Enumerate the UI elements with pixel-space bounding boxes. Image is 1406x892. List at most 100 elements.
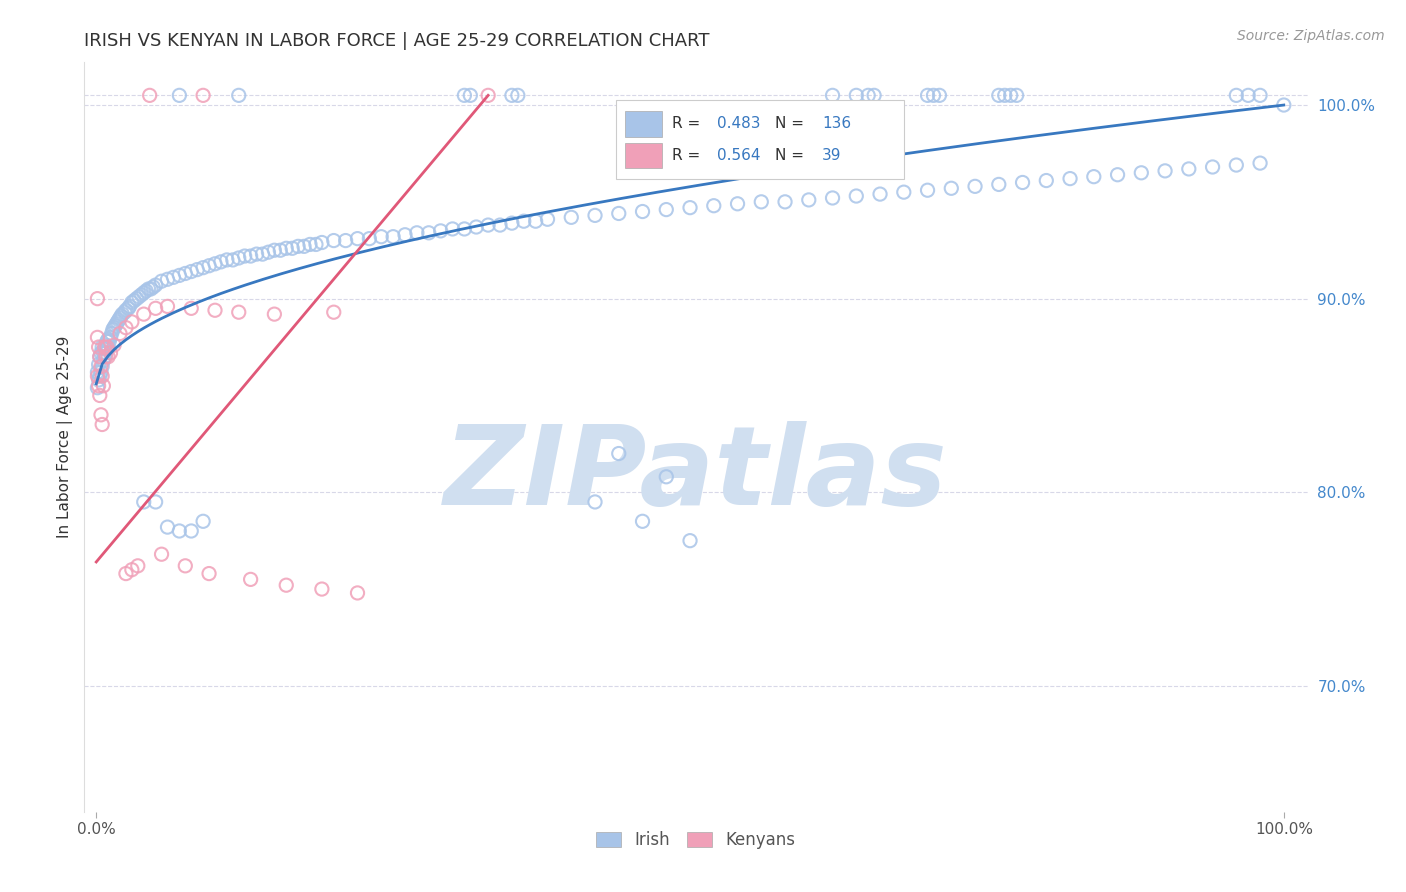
Point bbox=[1000, 88, 1022, 103]
Point bbox=[346, 232, 368, 246]
FancyBboxPatch shape bbox=[626, 112, 662, 136]
Point bbox=[209, 255, 232, 269]
Point bbox=[186, 262, 208, 277]
Point bbox=[287, 239, 309, 253]
Point bbox=[145, 278, 167, 293]
Point bbox=[100, 330, 122, 344]
Point bbox=[257, 245, 280, 260]
Point bbox=[125, 292, 148, 306]
Point bbox=[93, 340, 115, 354]
Point bbox=[118, 299, 141, 313]
Text: N =: N = bbox=[776, 116, 810, 131]
Point bbox=[174, 558, 197, 573]
Point bbox=[132, 495, 155, 509]
Point bbox=[655, 469, 678, 483]
Point bbox=[311, 582, 333, 596]
Point bbox=[89, 369, 111, 384]
Point bbox=[311, 235, 333, 250]
Point bbox=[1237, 88, 1260, 103]
Legend: Irish, Kenyans: Irish, Kenyans bbox=[591, 824, 801, 855]
Point bbox=[204, 257, 226, 271]
Point bbox=[406, 226, 429, 240]
Point bbox=[121, 295, 143, 310]
Point bbox=[560, 211, 582, 225]
Point bbox=[346, 586, 368, 600]
Point bbox=[180, 524, 202, 538]
Point bbox=[821, 191, 844, 205]
Point bbox=[501, 88, 523, 103]
Point bbox=[501, 216, 523, 230]
Point bbox=[524, 214, 547, 228]
Point bbox=[382, 229, 405, 244]
Point bbox=[703, 199, 725, 213]
Point bbox=[1005, 88, 1028, 103]
Point bbox=[583, 208, 606, 222]
Point bbox=[142, 280, 165, 294]
Point bbox=[477, 218, 499, 232]
Point bbox=[228, 305, 250, 319]
Point bbox=[1249, 156, 1271, 170]
Text: 0.564: 0.564 bbox=[717, 148, 761, 163]
Point bbox=[418, 226, 440, 240]
Point bbox=[169, 268, 191, 283]
Point bbox=[994, 88, 1017, 103]
Y-axis label: In Labor Force | Age 25-29: In Labor Force | Age 25-29 bbox=[58, 336, 73, 538]
Point bbox=[103, 320, 125, 334]
Point bbox=[139, 282, 162, 296]
Point bbox=[115, 320, 138, 334]
Point bbox=[89, 350, 111, 364]
Point bbox=[204, 303, 226, 318]
Point bbox=[655, 202, 678, 217]
Point bbox=[453, 88, 475, 103]
Point bbox=[460, 88, 482, 103]
Point bbox=[87, 373, 110, 387]
Point bbox=[96, 340, 118, 354]
Point bbox=[91, 369, 114, 384]
Point bbox=[821, 88, 844, 103]
Point bbox=[1178, 161, 1201, 176]
Point bbox=[121, 563, 143, 577]
Point bbox=[506, 88, 529, 103]
Point bbox=[583, 495, 606, 509]
Point bbox=[941, 181, 963, 195]
Point bbox=[111, 307, 134, 321]
Point bbox=[845, 189, 868, 203]
Point bbox=[97, 350, 120, 364]
Point bbox=[987, 88, 1010, 103]
Point bbox=[150, 274, 173, 288]
Point bbox=[93, 378, 115, 392]
Point bbox=[138, 88, 160, 103]
Point bbox=[607, 206, 630, 220]
Point bbox=[305, 237, 328, 252]
Point bbox=[1225, 88, 1247, 103]
Point bbox=[222, 252, 245, 267]
Point bbox=[228, 88, 250, 103]
Point bbox=[917, 183, 939, 197]
Point bbox=[87, 340, 110, 354]
Point bbox=[96, 334, 118, 349]
Point bbox=[773, 194, 796, 209]
Point bbox=[93, 342, 115, 356]
Point bbox=[359, 232, 381, 246]
Point bbox=[132, 285, 155, 300]
Text: IRISH VS KENYAN IN LABOR FORCE | AGE 25-29 CORRELATION CHART: IRISH VS KENYAN IN LABOR FORCE | AGE 25-… bbox=[84, 32, 710, 50]
Point bbox=[89, 388, 111, 402]
Point bbox=[131, 287, 153, 301]
Point bbox=[105, 317, 128, 331]
Point bbox=[607, 446, 630, 460]
Point bbox=[94, 338, 117, 352]
Point bbox=[180, 301, 202, 316]
Point bbox=[239, 573, 262, 587]
Point bbox=[145, 301, 167, 316]
Point bbox=[121, 315, 143, 329]
Point bbox=[100, 346, 122, 360]
Point bbox=[86, 369, 108, 384]
Point bbox=[928, 88, 950, 103]
Point bbox=[100, 326, 122, 341]
Point bbox=[281, 241, 304, 255]
Point bbox=[110, 309, 132, 323]
Point bbox=[845, 88, 868, 103]
Point bbox=[107, 313, 129, 327]
Point bbox=[239, 249, 262, 263]
Point bbox=[117, 301, 139, 316]
